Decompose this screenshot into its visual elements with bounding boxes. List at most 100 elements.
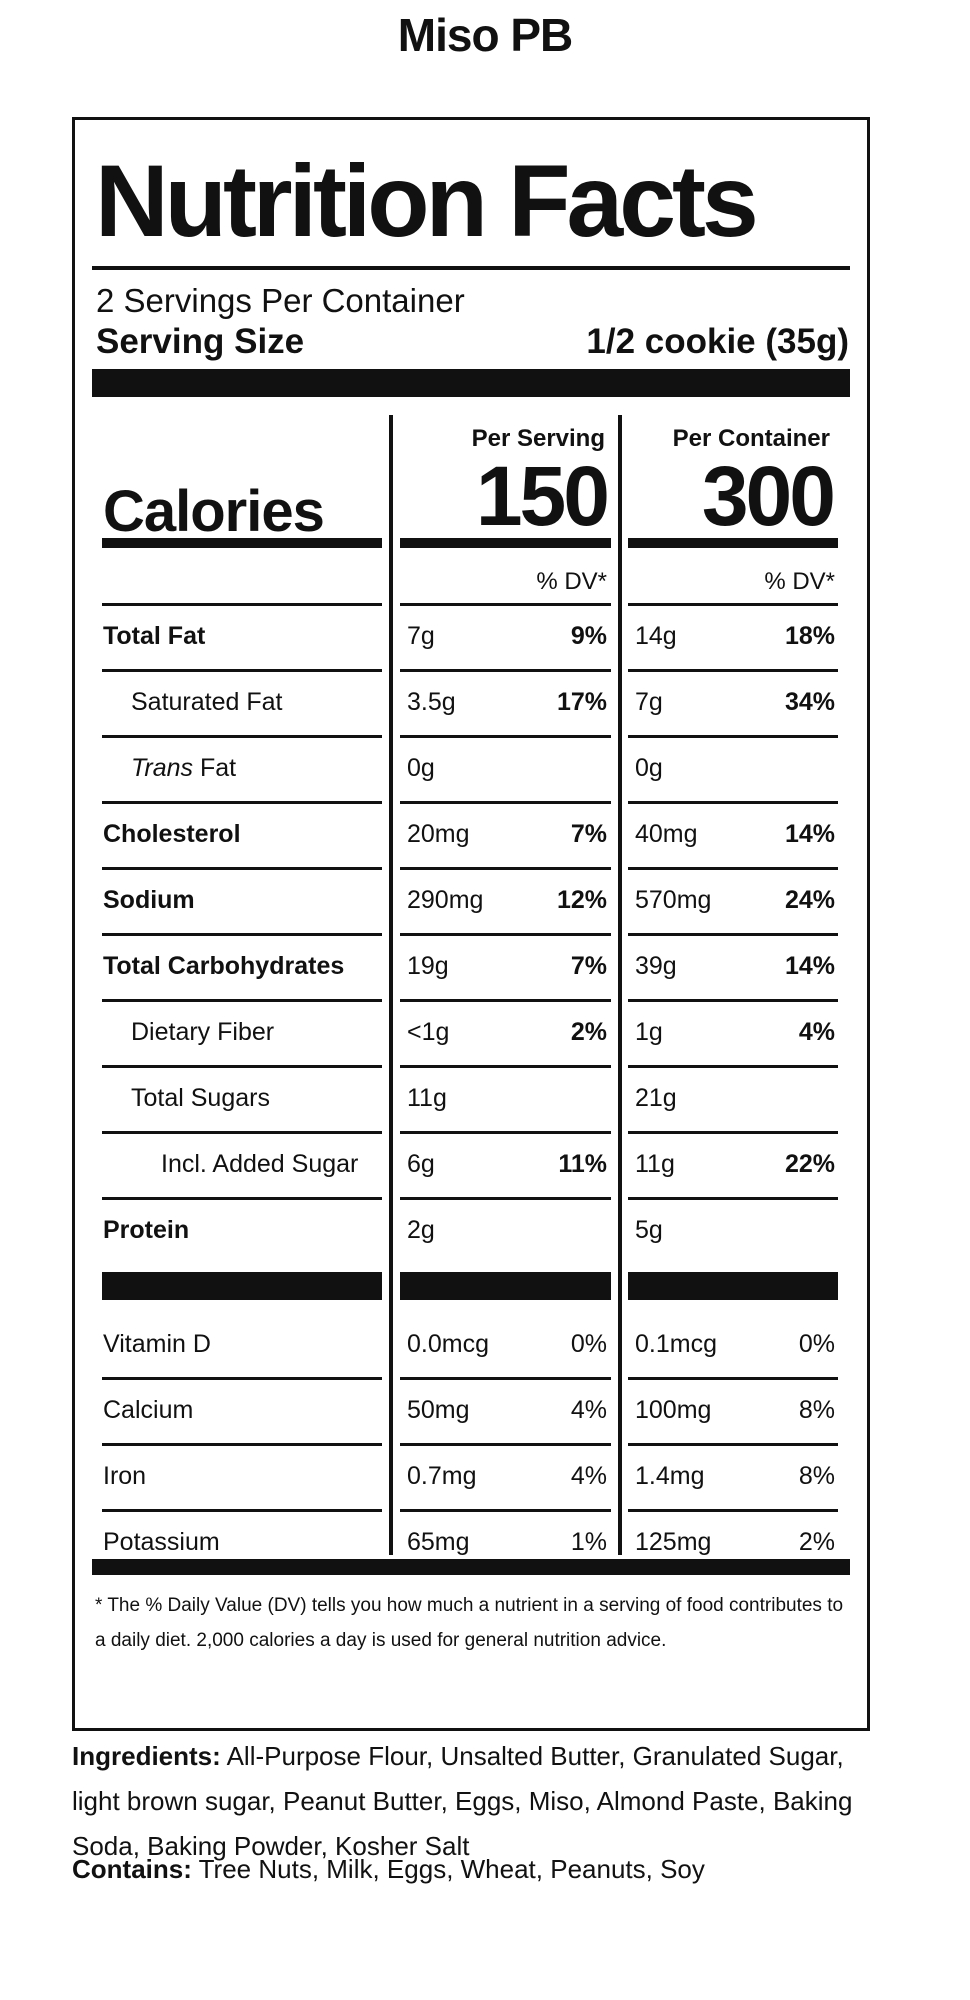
column-separator — [389, 415, 393, 1555]
divider — [92, 266, 850, 270]
thick-divider — [92, 1559, 850, 1575]
container-amount: 14g — [635, 622, 677, 650]
serving-amount: 20mg — [407, 820, 470, 848]
serving-amount: 6g — [407, 1150, 435, 1178]
container-amount: 11g — [635, 1150, 675, 1178]
container-dv: 18% — [784, 622, 835, 650]
nutrient-name: Incl. Added Sugar — [161, 1150, 359, 1178]
dv-header-container: % DV* — [764, 568, 835, 595]
serving-amount: 11g — [407, 1084, 447, 1112]
row-divider — [628, 603, 838, 606]
nutrient-name: Potassium — [103, 1528, 220, 1556]
container-amount: 21g — [635, 1084, 677, 1112]
serving-amount: 0.0mcg — [407, 1330, 489, 1358]
nutrient-row: Cholesterol 20mg 7% 40mg 14% — [75, 804, 867, 870]
nutrient-row: Total Carbohydrates 19g 7% 39g 14% — [75, 936, 867, 1002]
row-divider — [102, 1065, 382, 1068]
servings-per-container: 2 Servings Per Container — [96, 282, 465, 319]
thick-divider — [92, 369, 850, 397]
container-amount: 125mg — [635, 1528, 712, 1556]
per-serving-header: Per Serving — [471, 425, 605, 452]
nutrition-facts-heading: Nutrition Facts — [95, 144, 759, 258]
nutrient-name-rest: Fat — [193, 754, 237, 782]
vitamin-row: Calcium 50mg 4% 100mg 8% — [75, 1380, 867, 1446]
serving-amount: <1g — [407, 1018, 450, 1046]
container-amount: 40mg — [635, 820, 698, 848]
row-divider — [628, 999, 838, 1002]
vitamin-row: Vitamin D 0.0mcg 0% 0.1mcg 0% — [75, 1314, 867, 1380]
nutrient-name: Protein — [103, 1216, 190, 1244]
container-dv: 8% — [798, 1396, 835, 1424]
serving-amount: 290mg — [407, 886, 484, 914]
serving-dv: 1% — [570, 1528, 607, 1556]
container-amount: 1g — [635, 1018, 663, 1046]
dv-header-serving: % DV* — [536, 568, 607, 595]
container-amount: 0g — [635, 754, 663, 782]
row-divider — [102, 999, 382, 1002]
nutrient-name: Trans Fat — [131, 754, 236, 783]
serving-amount: 7g — [407, 622, 435, 650]
container-amount: 39g — [635, 952, 677, 980]
vitamin-row: Iron 0.7mg 4% 1.4mg 8% — [75, 1446, 867, 1512]
product-title: Miso PB — [397, 9, 573, 61]
row-divider — [400, 867, 611, 870]
serving-amount: 2g — [407, 1216, 435, 1244]
row-divider — [628, 1131, 838, 1134]
nutrient-row: Saturated Fat 3.5g 17% 7g 34% — [75, 672, 867, 738]
contains-text: Tree Nuts, Milk, Eggs, Wheat, Peanuts, S… — [191, 1854, 705, 1884]
row-divider — [102, 1509, 382, 1512]
container-amount: 5g — [635, 1216, 663, 1244]
row-divider — [400, 735, 611, 738]
serving-amount: 19g — [407, 952, 449, 980]
serving-amount: 0g — [407, 754, 435, 782]
serving-dv: 4% — [570, 1396, 607, 1424]
row-divider — [102, 933, 382, 936]
calories-label: Calories — [103, 479, 325, 544]
container-dv: 22% — [784, 1150, 835, 1178]
serving-amount: 65mg — [407, 1528, 470, 1556]
nutrient-name: Total Sugars — [131, 1084, 270, 1112]
nutrient-name: Total Fat — [103, 622, 206, 650]
contains-label: Contains: — [72, 1854, 192, 1884]
per-container-header: Per Container — [672, 425, 830, 452]
row-divider — [628, 867, 838, 870]
thick-divider — [628, 1272, 838, 1300]
serving-size-label: Serving Size — [96, 322, 305, 361]
column-separator — [618, 415, 622, 1555]
row-divider — [400, 1509, 611, 1512]
row-divider — [628, 933, 838, 936]
row-divider — [102, 867, 382, 870]
ingredients-text: All-Purpose Flour, Unsalted Butter, Gran… — [72, 1741, 853, 1861]
row-divider — [102, 735, 382, 738]
container-dv: 2% — [798, 1528, 835, 1556]
thick-divider — [400, 1272, 611, 1300]
row-divider — [628, 1065, 838, 1068]
nutrient-row: Total Fat 7g 9% 14g 18% — [75, 606, 867, 672]
calories-underline — [102, 538, 382, 548]
calories-per-serving: 150 — [475, 449, 610, 543]
ingredients-label: Ingredients: — [72, 1741, 221, 1771]
ingredients: Ingredients: All-Purpose Flour, Unsalted… — [72, 1734, 862, 1869]
container-dv: 14% — [784, 820, 835, 848]
container-dv: 14% — [784, 952, 835, 980]
row-divider — [102, 1197, 382, 1200]
serving-amount: 50mg — [407, 1396, 470, 1424]
row-divider — [628, 801, 838, 804]
nutrient-name: Vitamin D — [103, 1330, 211, 1358]
container-amount: 100mg — [635, 1396, 712, 1424]
row-divider — [102, 1131, 382, 1134]
row-divider — [400, 1443, 611, 1446]
container-dv: 4% — [798, 1018, 835, 1046]
nutrition-facts-label: Nutrition Facts 2 Servings Per Container… — [72, 117, 870, 1731]
row-divider — [628, 1443, 838, 1446]
nutrient-name: Dietary Fiber — [131, 1018, 275, 1046]
row-divider — [400, 801, 611, 804]
container-dv: 0% — [798, 1330, 835, 1358]
thick-divider — [102, 1272, 382, 1300]
row-divider — [102, 603, 382, 606]
row-divider — [400, 1377, 611, 1380]
serving-dv: 2% — [570, 1018, 607, 1046]
vitamin-row: Potassium 65mg 1% 125mg 2% — [75, 1512, 867, 1578]
nutrient-row: Total Sugars 11g 21g — [75, 1068, 867, 1134]
serving-dv: 7% — [570, 820, 607, 848]
